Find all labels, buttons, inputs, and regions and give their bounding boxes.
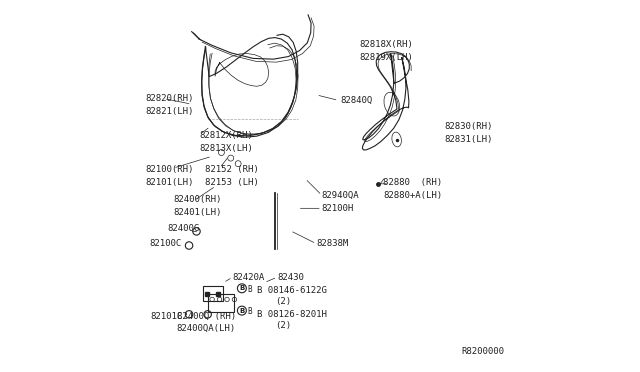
Text: 82838M: 82838M — [316, 239, 349, 248]
Text: 82813X(LH): 82813X(LH) — [199, 144, 253, 153]
Text: 82812X(RH): 82812X(RH) — [199, 131, 253, 140]
Text: 82401(LH): 82401(LH) — [173, 208, 221, 217]
Text: 82152 (RH): 82152 (RH) — [205, 165, 259, 174]
Text: 82831(LH): 82831(LH) — [445, 135, 493, 144]
Text: 82840Q: 82840Q — [340, 96, 372, 105]
Text: 82400QA(LH): 82400QA(LH) — [177, 324, 236, 333]
Text: 82100(RH): 82100(RH) — [145, 165, 193, 174]
Text: R8200000: R8200000 — [461, 347, 504, 356]
Text: 82830(RH): 82830(RH) — [445, 122, 493, 131]
Text: (2): (2) — [275, 321, 291, 330]
Text: 82821(LH): 82821(LH) — [145, 107, 193, 116]
Bar — [209, 294, 234, 312]
Text: B: B — [239, 285, 244, 291]
Text: 82420A: 82420A — [232, 273, 265, 282]
Bar — [203, 286, 223, 301]
Text: 82101C: 82101C — [151, 312, 183, 321]
Text: 82818X(RH): 82818X(RH) — [359, 40, 413, 49]
Text: 82400Q (RH): 82400Q (RH) — [177, 312, 236, 321]
Text: 82101(LH): 82101(LH) — [145, 178, 193, 187]
Text: 82400G: 82400G — [168, 224, 200, 233]
Text: 82100H: 82100H — [322, 204, 354, 213]
Text: B: B — [247, 285, 252, 294]
Text: B: B — [239, 308, 244, 314]
Text: 82430: 82430 — [277, 273, 304, 282]
Text: (2): (2) — [275, 297, 291, 306]
Text: B 08146-6122G: B 08146-6122G — [257, 286, 326, 295]
Text: B: B — [247, 307, 252, 316]
Text: B 08126-8201H: B 08126-8201H — [257, 310, 326, 319]
Text: 82940QA: 82940QA — [322, 191, 360, 200]
Text: 82400(RH): 82400(RH) — [173, 195, 221, 203]
Text: 82880  (RH): 82880 (RH) — [383, 178, 442, 187]
Text: 82100C: 82100C — [149, 239, 181, 248]
Text: 82820(RH): 82820(RH) — [145, 94, 193, 103]
Text: 82153 (LH): 82153 (LH) — [205, 178, 259, 187]
Text: 82819X(LH): 82819X(LH) — [359, 53, 413, 62]
Text: 82880+A(LH): 82880+A(LH) — [383, 191, 442, 200]
